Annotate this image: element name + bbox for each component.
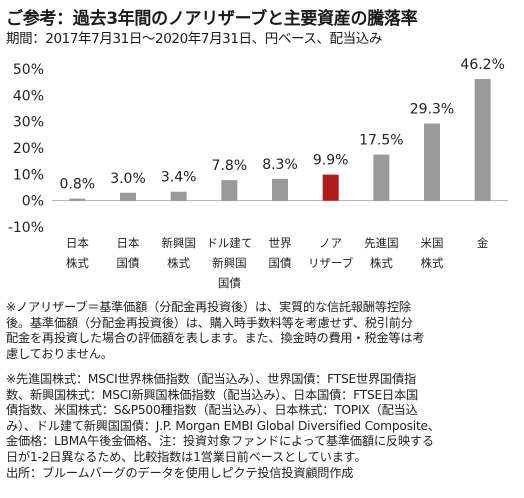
page-subtitle: 期間：2017年7月31日～2020年7月31日、円ベース、配当込み	[6, 31, 382, 47]
bar-value-label: 8.3%	[262, 157, 298, 173]
bar	[69, 198, 86, 201]
y-tick-label: 10%	[13, 167, 44, 183]
x-category-label: 国債	[269, 256, 292, 270]
x-category-label: 株式	[167, 256, 190, 270]
note-line: ※ノアリザーブ＝基準価額（分配金再投資後）は、実質的な信託報酬等控除	[6, 300, 411, 314]
bar-value-label: 0.8%	[60, 177, 96, 193]
bar	[373, 154, 390, 201]
x-category-label: 日本	[66, 236, 89, 250]
x-category-label: 株式	[421, 256, 444, 270]
bar-value-label: 9.9%	[313, 153, 349, 169]
bar-value-label: 29.3%	[410, 102, 454, 118]
bar	[474, 79, 491, 201]
note-line: ※先進国株式：MSCI世界株価指数（配当込み）、世界国債：FTSE世界国債指	[6, 372, 416, 386]
y-tick-label: -10%	[8, 220, 44, 236]
y-tick-label: 20%	[13, 141, 44, 157]
page-title: ご参考：過去3年間のノアリザーブと主要資産の騰落率	[6, 9, 418, 29]
source-line: 出所：ブルームバーグのデータを使用しピクテ投信投資顧問作成	[6, 465, 354, 480]
x-category-label: 金	[477, 236, 489, 250]
x-category-label: 新興国	[161, 236, 196, 250]
x-category-label: 米国	[421, 236, 444, 250]
bar	[170, 191, 187, 201]
note-line: 日が1-2日異なるため、比較指数は1営業日前ベースとしています。	[6, 449, 367, 464]
bar-chart: -10% 0% 10% 20% 30% 40% 50% 0.8% 日本株式 3.0% 日本国債 3.4…	[8, 57, 508, 290]
bar	[120, 192, 136, 201]
note-line: 慮しておりません。	[6, 346, 113, 361]
x-category-label: 国債	[218, 276, 241, 290]
x-category-label: 先進国	[364, 236, 399, 250]
note-line: 金価格：LBMA午後金価格、注：投資対象ファンドによって基準価額に反映する	[6, 434, 434, 449]
x-category-label: リザーブ	[308, 256, 354, 270]
x-category-label: 国債	[117, 256, 140, 270]
notes-block-2: ※先進国株式：MSCI世界株価指数（配当込み）、世界国債：FTSE世界国債指 数…	[6, 372, 518, 481]
note-line: 債指数、米国株式：S&P500種指数（配当込み）、日本株式：TOPIX（配当込	[6, 403, 418, 418]
bar	[424, 123, 440, 201]
x-category-label: 世界	[269, 236, 292, 250]
bar	[272, 178, 288, 201]
note-line: 数、新興国株式：MSCI新興国株価指数（配当込み）、日本国債：FTSE日本国	[6, 387, 418, 402]
note-line: 後。基準価額（分配金再投資後）は、購入時手数料等を考慮せず、税引前分	[6, 315, 413, 330]
bar-value-label: 46.2%	[460, 57, 504, 73]
x-category-label: ノア	[319, 236, 342, 250]
x-category-label: 新興国	[212, 256, 247, 270]
y-tick-label: 30%	[13, 115, 44, 131]
x-category-label: ドル建て	[206, 236, 252, 250]
bar-value-label: 17.5%	[359, 133, 403, 149]
bar	[322, 174, 339, 201]
bar-value-label: 3.0%	[110, 171, 146, 187]
note-line: 配金を再投資した場合の評価額を表します。また、換金時の費用・税金等は考	[6, 331, 425, 346]
y-tick-label: 40%	[13, 88, 44, 104]
y-tick-label: 0%	[22, 194, 44, 210]
y-tick-label: 50%	[13, 62, 44, 78]
x-category-label: 株式	[370, 256, 393, 270]
x-category-label: 株式	[66, 256, 89, 270]
x-category-label: 日本	[117, 236, 140, 250]
notes-block-1: ※ノアリザーブ＝基準価額（分配金再投資後）は、実質的な信託報酬等控除 後。基準価…	[6, 300, 518, 362]
bar-value-label: 3.4%	[161, 170, 197, 186]
bar-value-label: 7.8%	[212, 158, 248, 174]
bar	[221, 180, 238, 201]
note-line: み）、ドル建て新興国国債：J.P. Morgan EMBI Global Div…	[6, 418, 440, 433]
